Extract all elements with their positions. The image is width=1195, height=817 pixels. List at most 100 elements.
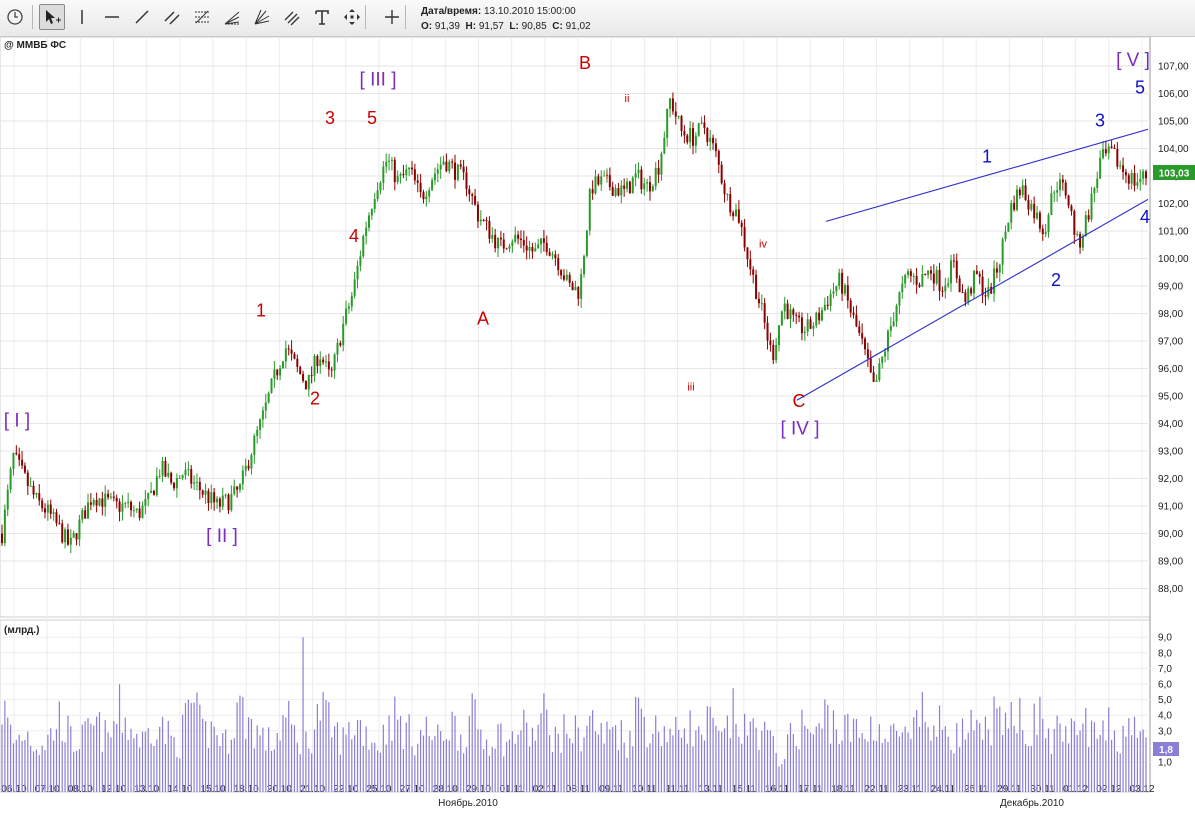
y-tick-label: 96,00 [1158,364,1183,375]
candle-body [978,273,981,277]
candle-body [835,286,838,292]
fibonacci-fan-tool-button[interactable] [219,4,245,30]
toolbar: Дата/время: 13.10.2010 15:00:00 O: 91,39… [0,0,1195,37]
candle-body [640,169,643,190]
y-tick-label: 104,00 [1158,144,1189,155]
candle-body [643,183,646,190]
candle-body [227,494,230,511]
x-tick-label: 02.11 [533,784,558,795]
gann-fan-tool-button[interactable] [249,4,275,30]
candle-body [413,169,416,181]
wave-label: [ III ] [360,69,397,90]
candle-body [1116,149,1119,167]
candle-body [1033,203,1036,219]
gann-fan-icon [254,9,270,25]
candle-body [124,503,127,505]
candle-body [671,98,674,112]
candle-body [1133,173,1136,186]
crosshair-tool-button[interactable] [379,4,405,30]
candle-body [829,293,832,306]
chart-area[interactable]: 06.1007.1008.1012.1013.1014.1015.1018.10… [0,36,1195,812]
candle-body [525,245,528,251]
high-value: 91,57 [478,21,504,32]
candle-body [362,236,365,257]
candle-body [823,304,826,311]
volume-bars [1,637,1147,792]
channel-icon [164,11,180,25]
candle-body [462,166,465,173]
fibonacci-tool-button[interactable] [189,4,215,30]
candle-body [932,273,935,284]
candle-body [861,333,864,339]
month-label: Ноябрь.2010 [438,797,498,809]
text-tool-tool-button[interactable] [309,4,335,30]
move-tool-button[interactable] [339,4,365,30]
candle-body [522,240,525,246]
candle-body [238,484,241,490]
candle-body [921,273,924,287]
parallel-lines-icon [284,11,300,26]
price-chart[interactable]: 06.1007.1008.1012.1013.1014.1015.1018.10… [0,36,1195,812]
toolbar-separator [365,5,366,29]
candle-body [634,173,637,178]
candle-body [218,498,221,507]
candle-body [336,342,339,355]
cursor-icon [46,10,61,24]
candle-body [648,182,651,192]
candle-body [961,292,964,294]
candle-body [686,135,689,143]
candle-body [918,284,921,287]
candle-body [339,342,342,346]
volume-tick-label: 5,0 [1158,695,1172,706]
candle-body [689,128,692,143]
candle-body [408,167,411,170]
y-tick-label: 97,00 [1158,337,1183,348]
candle-body [763,303,766,323]
candle-body [342,323,345,346]
y-tick-label: 105,00 [1158,117,1189,128]
candle-body [109,496,112,498]
candle-body [548,252,551,256]
candle-body [1041,228,1044,235]
clock-tool-button[interactable] [2,4,28,30]
candle-body [964,292,967,302]
candle-body [502,239,505,249]
trend-line-tool-button[interactable] [129,4,155,30]
candle-body [603,175,606,177]
x-tick-label: 13.11 [699,784,724,795]
candle-body [792,309,795,315]
parallel-lines-tool-button[interactable] [279,4,305,30]
candle-body [49,504,52,514]
candle-body [944,285,947,292]
candle-body [173,482,176,489]
candle-body [554,254,557,259]
candle-body [723,183,726,195]
candle-body [264,402,267,411]
candle-body [491,234,494,239]
candle-body [798,315,801,318]
candle-body [1004,231,1007,240]
candle-body [261,410,264,420]
candle-body [1090,193,1093,220]
vertical-line-tool-button[interactable] [69,4,95,30]
candle-body [259,419,262,430]
candle-body [107,493,110,498]
candle-body [144,499,147,506]
wave-label: [ IV ] [780,419,819,440]
candle-body [1087,215,1090,220]
y-tick-label: 95,00 [1158,392,1183,403]
candle-body [135,508,138,511]
candle-body [399,174,402,176]
cursor-tool-button[interactable] [39,4,65,30]
channel-tool-button[interactable] [159,4,185,30]
y-tick-label: 94,00 [1158,419,1183,430]
candle-body [706,128,709,142]
candle-body [279,368,282,376]
candle-body [61,523,64,543]
candle-body [866,349,869,359]
horizontal-line-tool-button[interactable] [99,4,125,30]
candle-body [755,274,758,299]
candle-body [531,247,534,252]
low-value: 90,85 [521,21,547,32]
candle-body [396,175,399,183]
